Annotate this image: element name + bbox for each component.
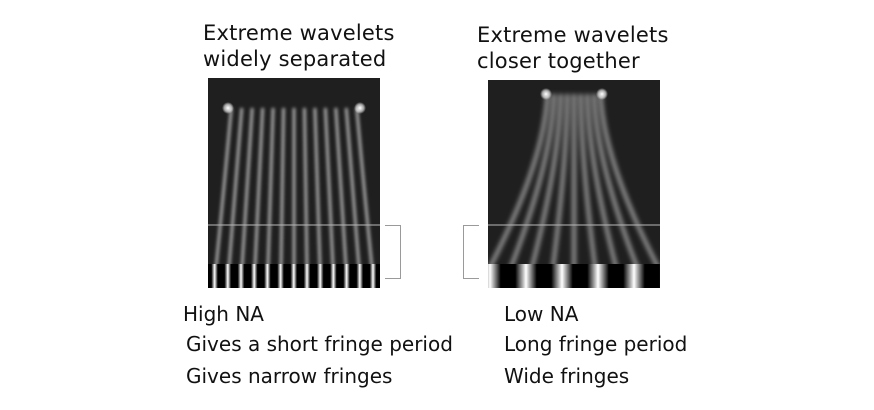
- left-caption-line3: Gives narrow fringes: [186, 364, 393, 388]
- fringe-ray: [302, 107, 309, 288]
- right-title-line2: closer together: [477, 49, 640, 73]
- fringe-ray: [212, 107, 233, 288]
- fringe-ray: [323, 107, 336, 288]
- left-bracket: [385, 225, 401, 279]
- fringe-ray: [279, 107, 286, 288]
- left-title-line1: Extreme wavelets: [203, 21, 395, 45]
- fringe-ray: [598, 93, 660, 276]
- fringe-ray: [585, 93, 624, 288]
- fringe-ray: [355, 107, 376, 288]
- fringe-ray: [488, 93, 550, 276]
- right-caption-line3: Wide fringes: [504, 364, 630, 388]
- fringe-ray: [548, 93, 570, 288]
- fringe-ray: [252, 107, 265, 288]
- right-source-2-icon: [596, 88, 608, 100]
- right-caption-line2: Long fringe period: [504, 332, 688, 356]
- left-title-line2: widely separated: [203, 47, 387, 71]
- fringe-ray: [591, 93, 648, 288]
- right-title-line1: Extreme wavelets: [477, 23, 669, 47]
- fringe-ray: [334, 107, 349, 288]
- fringe-ray: [265, 107, 275, 288]
- right-interference-pattern: [488, 80, 660, 288]
- left-caption-line2: Gives a short fringe period: [186, 332, 453, 356]
- right-caption-line1: Low NA: [504, 302, 579, 326]
- left-source-2-icon: [354, 102, 366, 114]
- left-interference-pattern: [208, 78, 380, 288]
- right-fringe-strip: [488, 264, 660, 288]
- left-source-1-icon: [222, 102, 234, 114]
- left-wavefront-image: [208, 78, 380, 288]
- right-source-1-icon: [540, 88, 552, 100]
- fringe-ray: [344, 107, 363, 288]
- fringe-ray: [578, 93, 600, 288]
- fringe-ray: [500, 93, 557, 288]
- fringe-ray: [239, 107, 254, 288]
- fringe-ray: [524, 93, 563, 288]
- left-fringe-strip: [208, 264, 380, 288]
- right-wavefront-image: [488, 80, 660, 288]
- left-caption-line1: High NA: [183, 302, 264, 326]
- fringe-ray: [313, 107, 323, 288]
- fringe-ray: [225, 107, 244, 288]
- right-bracket: [463, 225, 479, 279]
